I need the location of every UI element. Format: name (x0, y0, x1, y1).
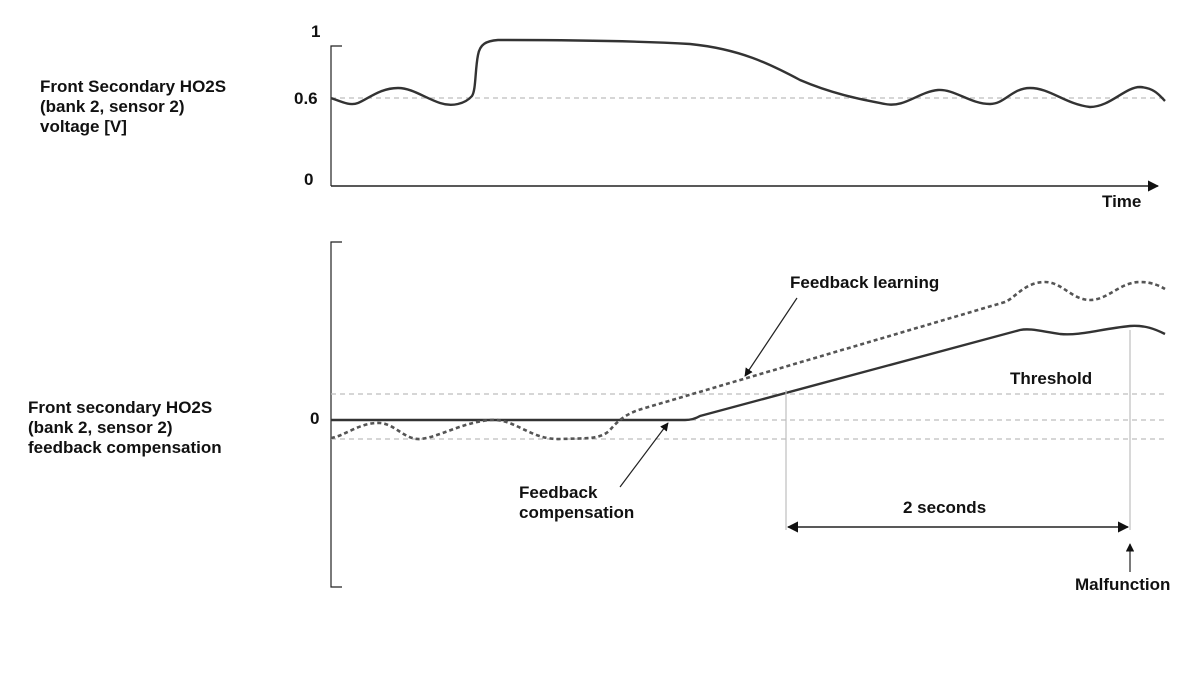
top-y-axis (330, 45, 342, 186)
bottom-y-bracket (330, 241, 342, 588)
malfunction-label: Malfunction (1075, 575, 1170, 594)
ho2s-voltage-trace (330, 38, 1166, 109)
top-tick-1: 1 (311, 22, 320, 41)
threshold-label: Threshold (1010, 369, 1092, 388)
top-chart: Front Secondary HO2S (bank 2, sensor 2) … (40, 22, 1166, 211)
top-ylabel-line-2: (bank 2, sensor 2) (40, 97, 185, 116)
top-tick-0-6: 0.6 (294, 89, 318, 108)
bottom-ylabel-line-3: feedback compensation (28, 438, 222, 457)
top-tick-0: 0 (304, 170, 313, 189)
bottom-tick-0: 0 (310, 409, 319, 428)
feedback-compensation-trace (331, 324, 1166, 422)
feedback-compensation-label-line-2: compensation (519, 503, 634, 522)
bottom-chart: Front secondary HO2S (bank 2, sensor 2) … (28, 241, 1170, 594)
feedback-compensation-label-line-1: Feedback (519, 483, 598, 502)
feedback-learning-label: Feedback learning (790, 273, 939, 292)
duration-label: 2 seconds (903, 498, 986, 517)
time-label: Time (1102, 192, 1141, 211)
feedback-learning-pointer (744, 297, 798, 377)
top-ylabel-line-1: Front Secondary HO2S (40, 77, 226, 96)
bottom-ylabel-line-1: Front secondary HO2S (28, 398, 212, 417)
feedback-learning-trace (330, 280, 1166, 441)
top-ylabel-line-3: voltage [V] (40, 117, 127, 136)
bottom-ylabel-line-2: (bank 2, sensor 2) (28, 418, 173, 437)
feedback-compensation-pointer (619, 422, 669, 488)
